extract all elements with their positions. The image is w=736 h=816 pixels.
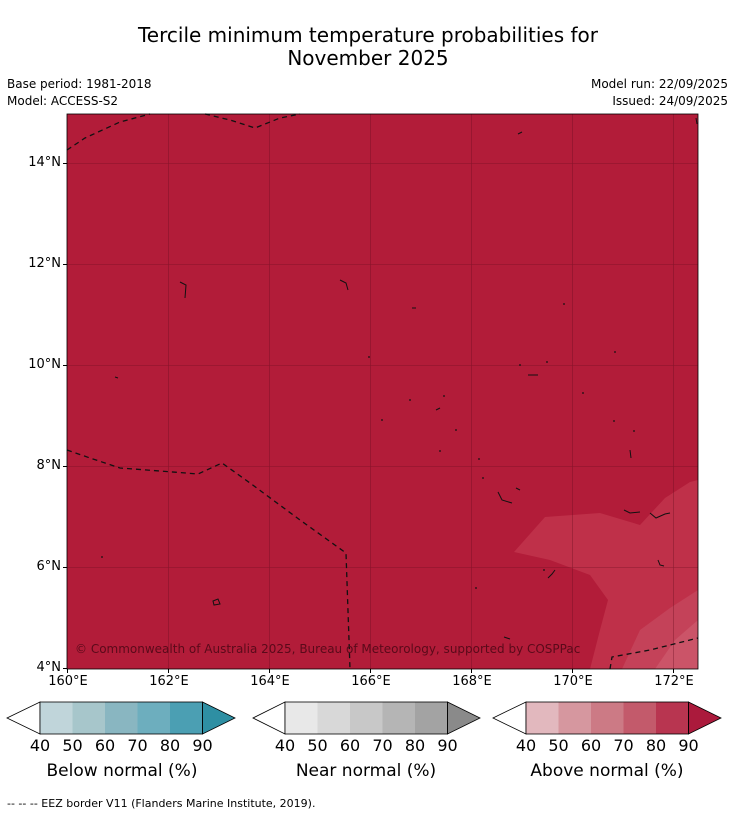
swatch-above-50 <box>558 702 591 734</box>
lon-label-166e: 166°E <box>351 674 391 689</box>
swatch-above-80 <box>656 702 689 734</box>
tick-below-90: 90 <box>192 736 213 755</box>
model-run-date: Model run: 22/09/2025 <box>590 77 728 91</box>
swatch-below-90 <box>202 702 235 734</box>
tick-near-50: 50 <box>307 736 328 755</box>
swatch-above-90 <box>688 702 721 734</box>
copyright-notice: © Commonwealth of Australia 2025, Bureau… <box>75 642 580 656</box>
tick-above-60: 60 <box>580 736 602 755</box>
lat-label-12n: 12°N <box>28 256 61 271</box>
swatch-near-80 <box>415 702 448 734</box>
tick-above-70: 70 <box>613 736 634 755</box>
swatch-near-70 <box>382 702 415 734</box>
swatch-near-40 <box>285 702 318 734</box>
lat-label-14n: 14°N <box>28 155 61 170</box>
legend-below-normal <box>6 701 236 735</box>
page-title-line1: Tercile minimum temperature probabilitie… <box>137 23 599 47</box>
swatch-below-50 <box>72 702 105 734</box>
tick-near-90: 90 <box>437 736 458 755</box>
legend-above-normal <box>492 701 722 735</box>
gridlines <box>67 114 698 669</box>
lat-label-10n: 10°N <box>28 357 61 372</box>
tick-below-70: 70 <box>127 736 148 755</box>
swatch-near-90 <box>447 702 480 734</box>
swatch-above-60 <box>591 702 624 734</box>
lon-label-162e: 162°E <box>149 674 189 689</box>
tick-above-90: 90 <box>678 736 699 755</box>
islands <box>114 117 698 640</box>
issued-date: Issued: 24/09/2025 <box>612 94 728 108</box>
axis-ticks <box>63 163 674 673</box>
tick-above-40: 40 <box>515 736 537 755</box>
tick-near-70: 70 <box>372 736 393 755</box>
base-period: Base period: 1981-2018 <box>7 77 152 91</box>
swatch-below-40 <box>40 702 73 734</box>
map-frame <box>66 113 699 670</box>
eez-borders <box>66 113 699 670</box>
lon-label-172e: 172°E <box>654 674 694 689</box>
swatch-near-60 <box>350 702 383 734</box>
lat-label-4n: 4°N <box>36 660 62 675</box>
swatch-above-40 <box>526 702 559 734</box>
swatch-above-70 <box>623 702 656 734</box>
lon-label-164e: 164°E <box>250 674 290 689</box>
tick-near-80: 80 <box>404 736 426 755</box>
lat-label-8n: 8°N <box>36 458 62 473</box>
swatch-below-60 <box>105 702 138 734</box>
tick-below-40: 40 <box>29 736 51 755</box>
swatch-below-70 <box>137 702 170 734</box>
tick-below-80: 80 <box>159 736 181 755</box>
lat-label-6n: 6°N <box>36 559 62 574</box>
island-dots <box>101 303 635 589</box>
lon-label-160e: 160°E <box>48 674 88 689</box>
legend-label-near-normal: Near normal (%) <box>295 761 437 781</box>
tick-above-50: 50 <box>548 736 569 755</box>
tick-below-50: 50 <box>62 736 83 755</box>
lon-label-168e: 168°E <box>452 674 492 689</box>
legend-near-normal <box>252 701 481 735</box>
tick-near-40: 40 <box>274 736 296 755</box>
eez-footnote: -- -- -- EEZ border V11 (Flanders Marine… <box>7 797 316 810</box>
page-title-line2: November 2025 <box>287 46 449 70</box>
tick-near-60: 60 <box>339 736 361 755</box>
lon-label-170e: 170°E <box>553 674 593 689</box>
tick-below-60: 60 <box>94 736 116 755</box>
swatch-below-80 <box>170 702 203 734</box>
legend-label-below-normal: Below normal (%) <box>46 761 198 781</box>
legend-label-above-normal: Above normal (%) <box>530 761 684 781</box>
prob-region-70 <box>655 620 698 669</box>
tick-above-80: 80 <box>645 736 667 755</box>
swatch-near-50 <box>317 702 350 734</box>
model-name: Model: ACCESS-S2 <box>7 94 119 108</box>
